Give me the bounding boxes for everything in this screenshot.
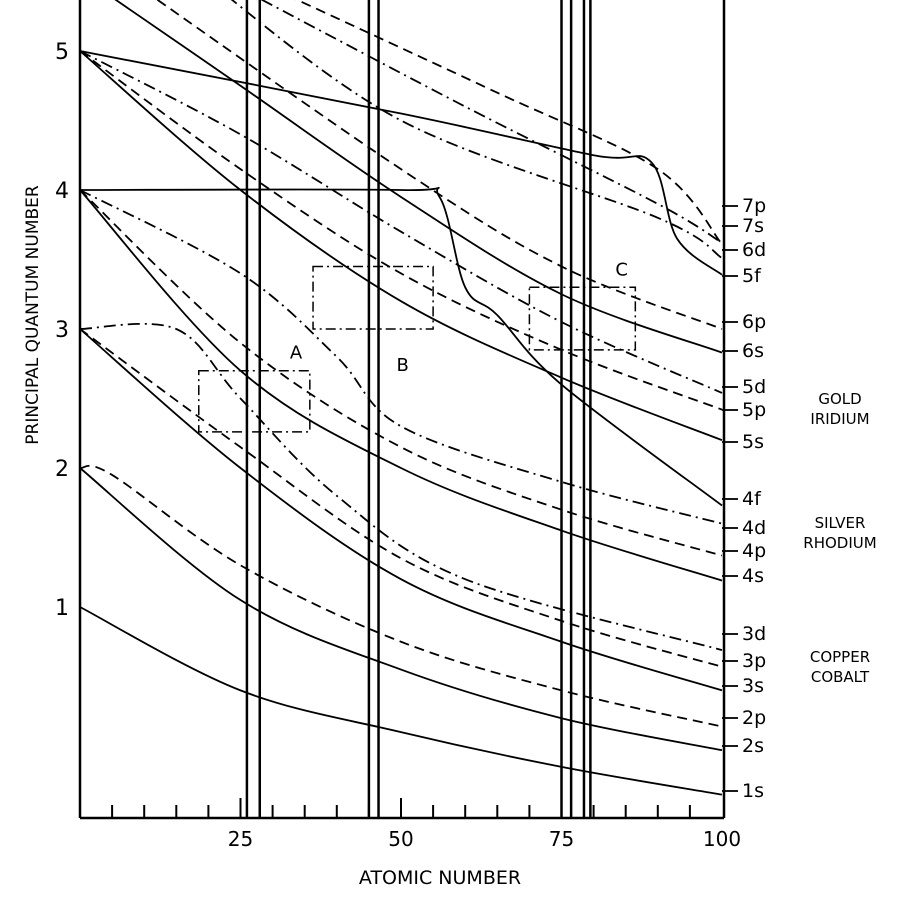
- orbital-label-6s: 6s: [742, 340, 764, 362]
- curve-6p: [156, 0, 723, 330]
- y-tick-label: 5: [55, 40, 69, 65]
- orbital-label-1s: 1s: [742, 780, 764, 802]
- orbital-label-6p: 6p: [742, 311, 766, 333]
- curve-4d: [79, 189, 723, 525]
- curve-5d: [79, 50, 723, 394]
- curve-7s: [260, 0, 723, 244]
- orbital-label-2p: 2p: [742, 707, 766, 729]
- curve-7p: [295, 0, 723, 245]
- curve-4f: [79, 186, 723, 507]
- x-axis-label: ATOMIC NUMBER: [359, 867, 521, 889]
- x-tick-label: 75: [549, 827, 574, 851]
- box-label-A: A: [290, 343, 303, 364]
- orbital-label-7p: 7p: [742, 195, 766, 217]
- curve-2s: [79, 467, 723, 752]
- element-name: COBALT: [811, 668, 870, 686]
- curve-3p: [79, 328, 723, 668]
- element-name: RHODIUM: [803, 534, 876, 552]
- curve-4p: [79, 189, 723, 557]
- vertical-lines: [245, 0, 592, 818]
- orbital-label-4p: 4p: [742, 540, 766, 562]
- orbital-curves: [79, 0, 723, 796]
- orbital-label-2s: 2s: [742, 735, 764, 757]
- orbital-label-4s: 4s: [742, 565, 764, 587]
- orbital-label-3d: 3d: [742, 623, 766, 645]
- orbital-label-3s: 3s: [742, 675, 764, 697]
- curve-4s: [79, 189, 723, 582]
- annotation-boxes: A B C: [198, 259, 637, 433]
- orbital-label-5d: 5d: [742, 376, 766, 398]
- curve-5s: [79, 50, 723, 442]
- element-name: IRIDIUM: [810, 410, 869, 428]
- y-tick-label: 4: [55, 179, 69, 204]
- y-axis-label: PRINCIPAL QUANTUM NUMBER: [23, 185, 43, 445]
- curve-2p: [79, 464, 723, 728]
- curve-3s: [79, 328, 723, 692]
- element-name: COPPER: [810, 648, 870, 666]
- box-B: [312, 265, 434, 330]
- element-name: SILVER: [815, 514, 866, 532]
- curve-6d: [230, 0, 723, 259]
- curve-3d: [79, 322, 723, 651]
- curve-1s: [79, 606, 723, 796]
- curve-6s: [114, 0, 723, 354]
- orbital-label-6d: 6d: [742, 239, 766, 261]
- orbital-label-5p: 5p: [742, 399, 766, 421]
- orbital-label-3p: 3p: [742, 650, 766, 672]
- box-A: [198, 369, 311, 433]
- y-tick-label: 3: [55, 318, 69, 343]
- orbital-label-4f: 4f: [742, 488, 762, 510]
- orbital-label-5f: 5f: [742, 265, 762, 287]
- box-C: [528, 286, 637, 351]
- orbital-label-5s: 5s: [742, 431, 764, 453]
- orbital-label-7s: 7s: [742, 215, 764, 237]
- box-label-C: C: [615, 259, 628, 280]
- x-tick-label: 100: [703, 827, 741, 851]
- curve-5p: [79, 50, 723, 411]
- x-tick-label: 50: [388, 827, 413, 851]
- y-tick-label: 1: [55, 596, 69, 621]
- x-tick-label: 25: [228, 827, 253, 851]
- curve-5f: [79, 50, 723, 276]
- box-label-B: B: [397, 355, 409, 376]
- orbital-label-4d: 4d: [742, 517, 766, 539]
- axes: 25 50 75 100 1 2 3 4 5: [55, 0, 741, 851]
- y-tick-label: 2: [55, 457, 69, 482]
- element-name: GOLD: [818, 390, 861, 408]
